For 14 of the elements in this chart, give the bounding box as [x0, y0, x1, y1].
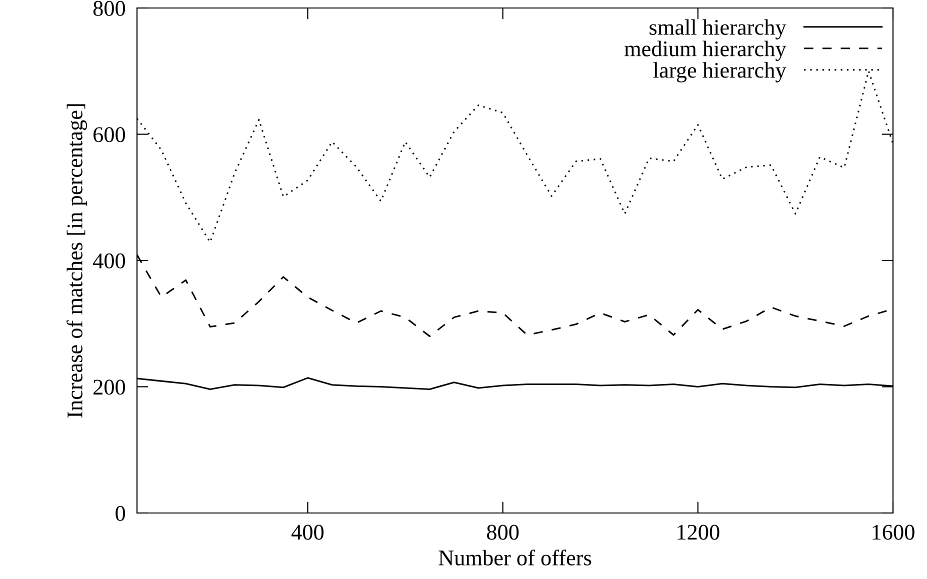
y-tick-label: 600: [94, 127, 126, 142]
legend-label: small hierarchy: [650, 19, 786, 40]
x-tick-label: 1200: [678, 524, 720, 540]
y-tick-label: 400: [92, 253, 126, 268]
x-tick-label: 800: [486, 524, 519, 540]
y-tick-label: 0: [116, 506, 126, 521]
y-tick-label: 800: [93, 0, 126, 16]
y-axis-title: Increase of matches [in percentage]: [66, 104, 87, 418]
x-tick-label: 1600: [872, 524, 914, 540]
x-tick-label: 400: [291, 524, 324, 540]
x-axis-title: Number of offers: [438, 550, 592, 566]
y-tick-label: 200: [94, 380, 126, 395]
legend-label: large hierarchy: [653, 62, 786, 82]
legend-label: medium hierarchy: [624, 40, 786, 61]
